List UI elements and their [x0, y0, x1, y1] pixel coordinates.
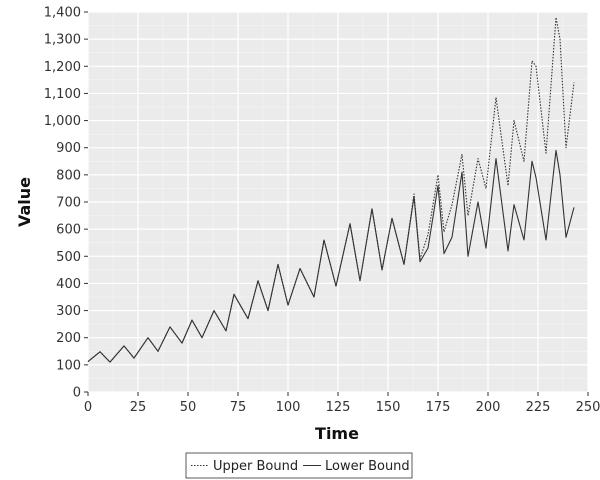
series-line-lower-bound — [87, 149, 575, 363]
y-tick-label: 0 — [73, 386, 81, 401]
y-tick-label: 700 — [56, 196, 81, 211]
legend: Upper Bound Lower Bound — [185, 452, 413, 479]
y-axis: 0 100 200 300 400 500 600 700 800 900 1,000 1,100 1,… — [44, 6, 88, 401]
x-tick-label: 100 — [276, 400, 301, 415]
legend-box — [185, 452, 413, 479]
y-tick-label: 200 — [56, 331, 81, 346]
x-tick-label: 200 — [476, 400, 501, 415]
y-tick-label: 800 — [56, 168, 81, 183]
x-axis-title: Time — [315, 424, 359, 443]
y-tick-label: 400 — [56, 277, 81, 292]
y-tick-label: 1,100 — [44, 87, 81, 102]
x-tick-label: 50 — [180, 400, 197, 415]
y-tick-label: 100 — [56, 358, 81, 373]
x-tick-label: 225 — [526, 400, 551, 415]
x-tick-label: 250 — [576, 400, 600, 415]
y-axis-title: Value — [15, 177, 34, 227]
x-tick-label: 75 — [230, 400, 247, 415]
y-tick-label: 1,200 — [44, 60, 81, 75]
y-tick-label: 300 — [56, 304, 81, 319]
legend-upper-bound-label: Upper Bound — [213, 459, 298, 474]
y-tick-label: 1,000 — [44, 114, 81, 129]
x-tick-label: 150 — [376, 400, 401, 415]
x-tick-label: 25 — [130, 400, 147, 415]
y-tick-label: 1,300 — [44, 33, 81, 48]
y-tick-label: 600 — [56, 223, 81, 238]
y-tick-label: 500 — [56, 250, 81, 265]
grid — [87, 11, 589, 393]
series-layer — [87, 16, 575, 363]
x-tick-label: 175 — [426, 400, 451, 415]
y-tick-label: 1,400 — [44, 6, 81, 21]
x-axis: 0 25 50 75 100 125 150 175 200 225 250 — [84, 392, 600, 415]
legend-lower-bound-label: Lower Bound — [325, 459, 410, 474]
y-tick-label: 900 — [56, 141, 81, 156]
x-tick-label: 125 — [326, 400, 351, 415]
x-tick-label: 0 — [84, 400, 92, 415]
